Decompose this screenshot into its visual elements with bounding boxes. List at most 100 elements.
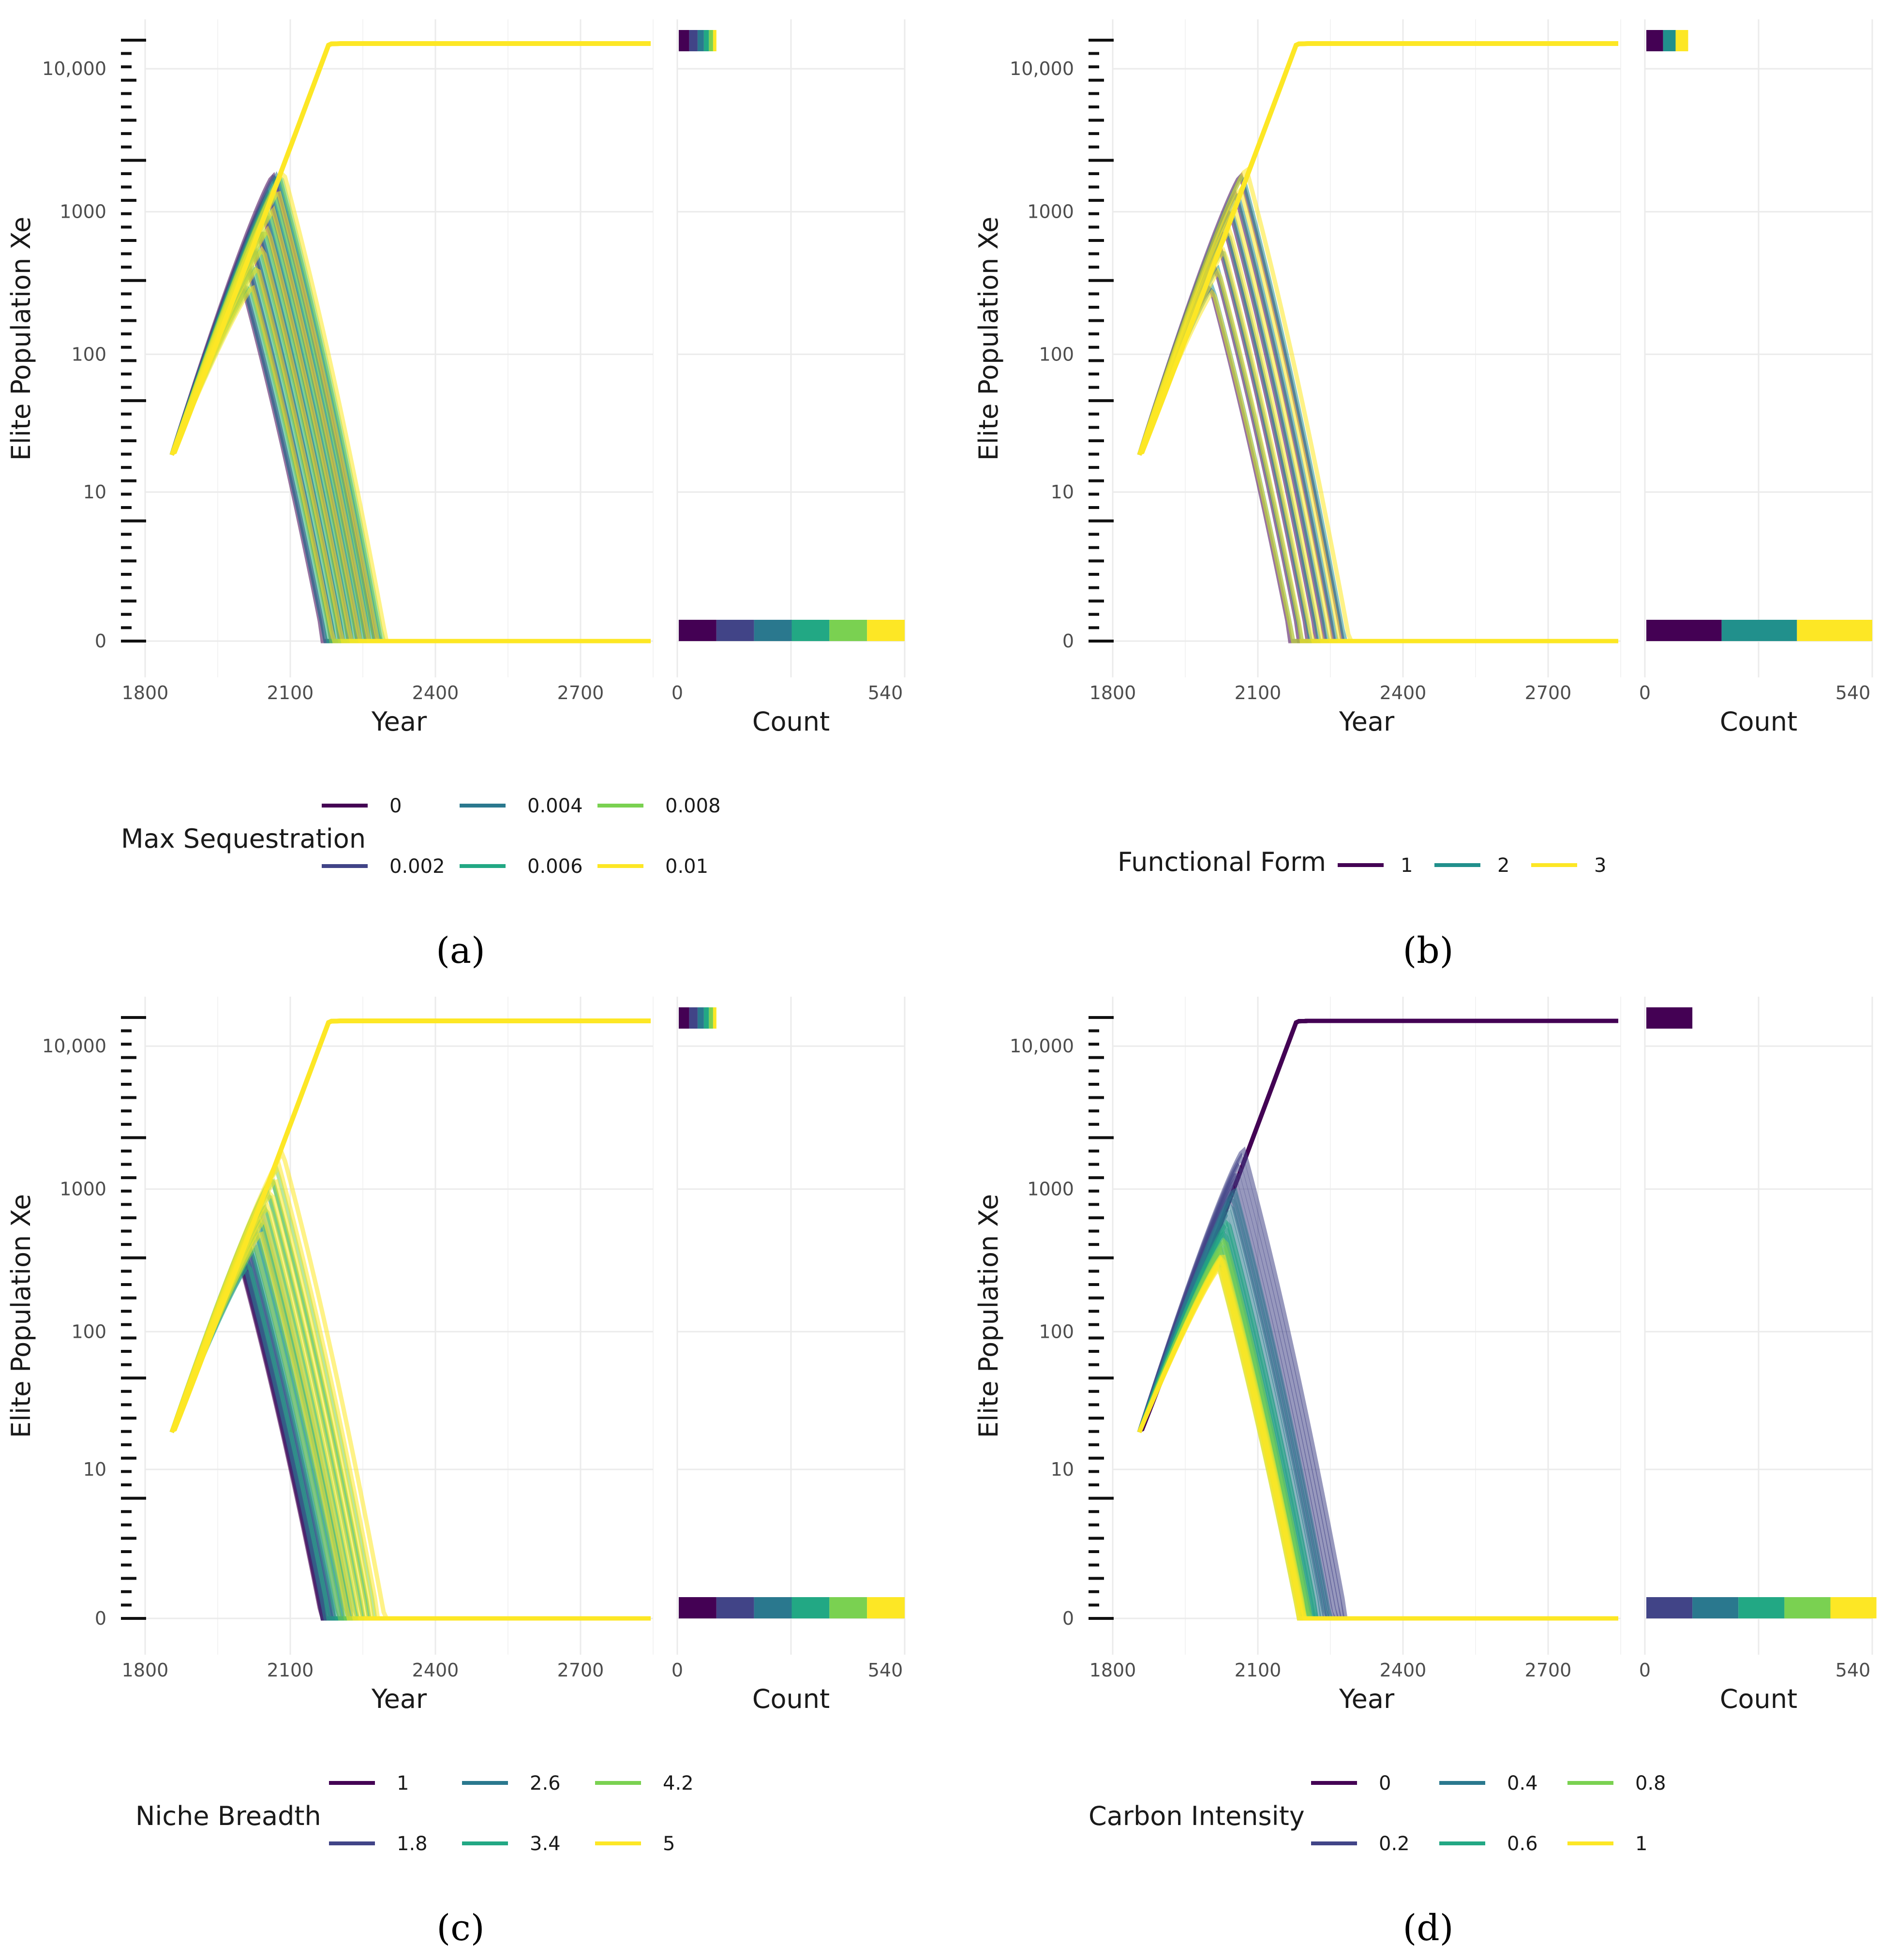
hist-top-bar-5 [713,1007,716,1029]
trajectory-0.8 [1137,1248,1618,1621]
legend-label: 0.4 [1507,1772,1538,1795]
chart-panel-2: 1800 2100 2400 2700 0 10 100 1000 10,000 0 540 Year… [973,19,1873,972]
hist-top-bar-3.4 [703,1007,709,1029]
equilibrium-line [171,41,651,456]
legend-label: 0.004 [527,795,583,817]
x-tick-label: 2100 [1235,1660,1282,1681]
legend-label: 1 [1401,854,1413,877]
hist-x-tick-label: 0 [1639,682,1651,703]
hist-top-bar-1 [679,1007,689,1029]
y-tick-label: 100 [71,1321,106,1342]
trajectory-1.8 [169,1258,651,1621]
trajectory-0.6 [1137,1233,1618,1621]
hist-top-bar-0.002 [689,30,698,51]
trajectory-2 [1137,264,1618,643]
panel-label: (b) [1403,930,1453,972]
trajectory-lines [1137,41,1618,643]
trajectory-4.2 [169,1228,651,1621]
y-tick-label: 100 [1039,1321,1074,1342]
y-tick-label: 0 [95,1608,106,1629]
hist-bottom-bar-1 [1830,1597,1877,1618]
legend-title: Functional Form [1118,847,1326,877]
trajectory-5 [169,1231,651,1621]
legend-label: 0 [389,795,402,817]
trajectory-3 [1137,288,1618,643]
x-tick-label: 1800 [122,682,169,703]
trajectory-3.4 [169,1247,651,1621]
gridlines [144,19,906,677]
trajectory-2.6 [169,1256,651,1621]
trajectory-1 [169,1262,651,1621]
hist-bottom-bar-2 [1721,620,1797,641]
hist-bottom-bar-0.01 [867,620,905,641]
legend-label: 2.6 [530,1772,561,1795]
hist-top-bar-0.004 [697,30,704,51]
chart-panel-1: 1800 2100 2400 2700 0 10 100 1000 10,000 0 540 Year… [6,19,906,972]
y-tick-label: 10,000 [1010,58,1074,79]
hist-top-bar-0 [1646,1007,1693,1029]
hist-top-bar-0.008 [709,30,713,51]
y-tick-label: 10,000 [42,1035,106,1057]
hist-top-bar-0 [679,30,689,51]
trajectory-3.4 [169,1262,651,1621]
legend: Carbon Intensity 0 0.2 0.4 0.6 0.8 1 [1089,1772,1666,1855]
x-tick-label: 2100 [267,1660,314,1681]
trajectory-0.006 [169,264,651,643]
trajectory-2.6 [169,1235,651,1621]
trajectory-0.006 [169,244,651,643]
legend-label: 0.002 [389,855,445,878]
trajectory-0.2 [1137,1146,1618,1621]
trajectory-0.01 [169,284,651,643]
trajectory-0.004 [169,247,651,643]
equilibrium-line [1138,41,1618,456]
legend-label: 1 [1635,1833,1647,1855]
trajectory-0.002 [169,282,651,643]
hist-bottom-bar-1 [1646,620,1722,641]
x-tick-label: 2700 [557,1660,604,1681]
trajectory-0.8 [1137,1259,1618,1621]
trajectory-0.008 [169,282,651,643]
trajectory-1.8 [169,1260,651,1621]
legend: Max Sequestration 0 0.002 0.004 0.006 0.008 0.… [121,795,721,878]
legend: Niche Breadth 1 1.8 2.6 3.4 4.2 5 [135,1772,694,1855]
y-tick-label: 100 [1039,344,1074,365]
hist-x-tick-label: 0 [671,682,683,703]
hist-top-bar-1 [1646,30,1663,51]
legend-label: 0.2 [1379,1833,1410,1855]
trajectory-0.8 [1137,1247,1618,1621]
trajectory-0.4 [1137,1231,1618,1621]
y-tick-label: 1000 [1027,1179,1074,1200]
legend-label: 3.4 [530,1833,561,1855]
trajectory-0.006 [169,284,651,643]
trajectory-1 [1137,1257,1618,1621]
hist-top-bar-1.8 [689,1007,698,1029]
legend-label: 4.2 [663,1772,694,1795]
trajectory-0.6 [1137,1230,1618,1621]
x-axis-title: Year [1339,706,1395,737]
panel-label: (c) [436,1907,484,1949]
x-tick-label: 2400 [1380,1660,1427,1681]
trajectory-0.8 [1137,1251,1618,1621]
trajectory-0.6 [1137,1252,1618,1621]
trajectory-2.6 [169,1225,651,1621]
hist-bottom-bar-2.6 [754,1597,792,1618]
hist-bottom-bar-0.2 [1646,1597,1693,1618]
trajectory-1 [169,1263,651,1621]
histogram [679,30,905,641]
y-tick-label: 0 [95,630,106,652]
hist-x-tick-label: 540 [1835,682,1871,703]
y-tick-label: 10,000 [1010,1035,1074,1057]
hist-bottom-bar-0.8 [1784,1597,1831,1618]
x-tick-label: 2100 [267,682,314,703]
y-tick-label: 1000 [1027,201,1074,223]
trajectory-1 [1137,1266,1618,1621]
hist-top-bar-0.01 [713,30,716,51]
hist-bottom-bar-0.004 [754,620,792,641]
y-tick-label: 1000 [60,201,106,223]
trajectory-3 [1137,166,1618,643]
trajectory-0.8 [1137,1258,1618,1621]
trajectory-0 [169,244,651,643]
trajectory-1 [169,1257,651,1621]
trajectory-1.8 [169,1256,651,1621]
trajectory-0.008 [169,265,651,643]
